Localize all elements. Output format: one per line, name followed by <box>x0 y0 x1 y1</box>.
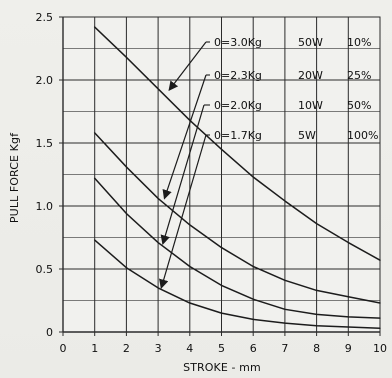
x-tick-label: 1 <box>91 342 98 355</box>
y-tick-label: 2.5 <box>36 11 54 24</box>
legend-watts-3: 10W <box>298 99 323 112</box>
x-tick-label: 7 <box>281 342 288 355</box>
x-tick-label: 9 <box>345 342 352 355</box>
legend-arrow-4 <box>159 134 207 290</box>
legend-watts-4: 5W <box>298 129 316 142</box>
y-tick-label: 1.0 <box>36 200 54 213</box>
curves <box>93 26 381 329</box>
y-tick-label: 2.0 <box>36 74 54 87</box>
series-line-2 <box>93 132 381 304</box>
legend-label-4: 0=1.7Kg <box>214 129 262 142</box>
legend-watts-1: 50W <box>298 36 323 49</box>
series-line-1 <box>93 26 381 261</box>
x-axis-label: STROKE - mm <box>183 361 261 374</box>
x-tick-label: 3 <box>155 342 162 355</box>
legend-duty-1: 10% <box>347 36 371 49</box>
legend-arrow-1 <box>168 41 207 92</box>
legend-label-3: 0=2.0Kg <box>214 99 262 112</box>
legend-arrow-3 <box>160 104 205 245</box>
grid-lines <box>63 17 380 332</box>
y-tick-label: 1.5 <box>36 137 54 150</box>
x-tick-label: 6 <box>250 342 257 355</box>
series-line-3 <box>93 177 381 319</box>
legend-watts-2: 20W <box>298 69 323 82</box>
y-tick-label: 0 <box>46 326 53 339</box>
x-tick-label: 5 <box>218 342 225 355</box>
series-line-4 <box>93 239 381 329</box>
x-tick-label: 0 <box>60 342 67 355</box>
x-tick-label: 2 <box>123 342 130 355</box>
y-axis-label: PULL FORCE Kgf <box>8 132 21 223</box>
legend: 0=3.0Kg 50W 10% 0=2.3Kg 20W 25% 0=2.0Kg 10W 50% 0… <box>159 36 378 290</box>
legend-label-2: 0=2.3Kg <box>214 69 262 82</box>
legend-duty-4: 100% <box>347 129 378 142</box>
legend-duty-2: 25% <box>347 69 371 82</box>
x-tick-label: 8 <box>313 342 320 355</box>
y-tick-label: 0.5 <box>36 263 54 276</box>
axes <box>59 16 381 336</box>
legend-duty-3: 50% <box>347 99 371 112</box>
legend-arrow-2 <box>162 74 207 200</box>
legend-label-1: 0=3.0Kg <box>214 36 262 49</box>
x-tick-label: 4 <box>186 342 193 355</box>
x-tick-label: 10 <box>373 342 387 355</box>
